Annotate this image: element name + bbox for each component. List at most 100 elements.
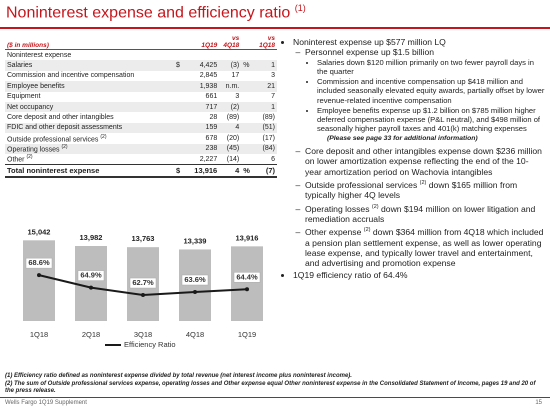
- pct-sign: [241, 122, 255, 134]
- bullet-text: down $165 million from typically higher …: [305, 179, 518, 201]
- row-value: 717: [184, 101, 220, 113]
- bullet-note: (2): [371, 203, 379, 210]
- pct-sign: [241, 71, 255, 81]
- x-tick-label: 3Q18: [134, 330, 152, 339]
- row-value: 2,845: [199, 72, 218, 80]
- table-row: Commission and incentive compensation 2,8…: [5, 71, 277, 81]
- header-cell: vs 1Q18: [255, 35, 277, 50]
- line-point: [37, 273, 41, 278]
- bar: [23, 240, 55, 321]
- dollar-sign: $: [174, 164, 185, 178]
- bullet: 1Q19 efficiency ratio of 64.4%: [293, 270, 545, 280]
- row-vs-1q18: 3: [271, 72, 275, 80]
- bullet: Commission and incentive compensation up…: [317, 77, 545, 105]
- pct-sign: [241, 81, 255, 92]
- row-label: Employee benefits: [5, 81, 175, 92]
- row-value: 678: [205, 134, 218, 142]
- row-value: 4,425: [184, 60, 220, 71]
- table-row: Core deposit and other intangibles 28 (89)…: [5, 112, 277, 122]
- x-tick-label: 1Q18: [30, 330, 48, 339]
- row-vs-4q18: (20): [226, 134, 240, 142]
- row-label-text: Salaries: [7, 62, 33, 70]
- bullets: Noninterest expense up $577 million LQPe…: [283, 37, 545, 281]
- label-box: [25, 257, 53, 269]
- label-box: [77, 270, 105, 281]
- row-label: Core deposit and other intangibles: [5, 112, 174, 122]
- row-label: Total noninterest expense: [5, 164, 175, 178]
- x-tick-label: 1Q19: [238, 330, 256, 339]
- title-note: (1): [294, 3, 306, 13]
- dollar-sign: [174, 92, 185, 102]
- row-vs-1q18: 1: [255, 60, 277, 71]
- dollar-sign: $: [174, 60, 185, 71]
- bullet: Employee benefits expense up $1.2 billio…: [317, 106, 545, 134]
- bullet-list: Salaries down $120 million primarily on …: [305, 58, 545, 134]
- pct-sign: %: [241, 60, 255, 71]
- bullet-note: (2): [363, 227, 371, 234]
- bullet-text: Other expense: [305, 227, 362, 238]
- line-point: [193, 290, 197, 295]
- bullet-text: Operating losses: [305, 203, 370, 214]
- row-value: 13,916: [184, 164, 220, 178]
- pct-sign: [241, 133, 255, 143]
- expense-table: ($ in millions) 1Q19 vs 4Q18 vs 1Q18 Noninte…: [5, 35, 277, 178]
- bullet: Core deposit and other intangibles expen…: [305, 146, 545, 177]
- row-vs-1q18: (84): [255, 143, 277, 154]
- row-value: 2,227: [199, 155, 218, 163]
- bar-value-label: 13,339: [184, 236, 207, 245]
- line-point: [245, 287, 249, 292]
- line-value-label: 68.6%: [28, 258, 50, 267]
- line-value-label: 64.4%: [236, 272, 258, 281]
- footer-text: Wells Fargo 1Q19 Supplement: [5, 400, 87, 406]
- bullet: Outside professional services (2) down $…: [305, 178, 545, 201]
- row-note: (2): [61, 144, 68, 151]
- table-header: ($ in millions) 1Q19 vs 4Q18 vs 1Q18: [5, 35, 277, 50]
- table-row: Net occupancy 717 (2) 1: [5, 101, 277, 113]
- row-vs-1q18: 1: [255, 101, 277, 113]
- line-value-label: 62.7%: [132, 278, 154, 287]
- bullet-text: Noninterest expense up $577 million LQ: [293, 37, 446, 47]
- label-box: [129, 277, 157, 289]
- bullet-text: down $364 million from 4Q18 which includ…: [305, 227, 544, 269]
- row-label: Salaries: [5, 60, 175, 71]
- dollar-sign: [174, 81, 185, 92]
- pct-sign: [241, 154, 255, 165]
- row-label-text: Equipment: [7, 93, 41, 101]
- bullet: Other expense (2) down $364 million from…: [305, 225, 545, 268]
- row-label-text: Other: [7, 156, 25, 164]
- legend-label: Efficiency Ratio: [124, 340, 176, 349]
- header-cell: [241, 35, 255, 50]
- x-tick-label: 4Q18: [186, 330, 204, 339]
- dollar-sign: [174, 154, 185, 165]
- line-point: [89, 285, 93, 290]
- row-vs-4q18: (45): [219, 143, 242, 154]
- row-vs-4q18: n.m.: [219, 81, 242, 92]
- bar: [231, 246, 263, 321]
- table-row: Employee benefits 1,938 n.m. 21: [5, 81, 277, 92]
- title-rule: [0, 27, 550, 29]
- row-label: Outside professional services (2): [5, 133, 174, 143]
- row-label-text: Outside professional services: [7, 135, 99, 143]
- row-vs-4q18: 4: [219, 122, 242, 134]
- header-cell: [174, 35, 185, 50]
- bullet: Operating losses (2) down $194 million o…: [305, 202, 545, 225]
- row-label: Equipment: [5, 92, 174, 102]
- bar-value-label: 15,042: [28, 227, 51, 236]
- dollar-sign: [174, 101, 185, 113]
- bullet-note-line: (Please see page 33 for additional infor…: [327, 135, 478, 143]
- table-row: Operating losses (2) 238 (45) (84): [5, 143, 277, 154]
- bar-value-label: 13,982: [80, 233, 103, 242]
- label-box: [181, 274, 209, 286]
- row-label-text: Commission and incentive compensation: [7, 72, 135, 80]
- slide-title: Noninterest expense and efficiency ratio…: [6, 3, 306, 22]
- footnotes: (1) Efficiency ratio defined as noninter…: [5, 373, 545, 396]
- footer-rule: [0, 397, 550, 398]
- row-label: FDIC and other deposit assessments: [5, 122, 175, 134]
- header-cell: vs 4Q18: [219, 35, 242, 50]
- footnote: (1) Efficiency ratio defined as noninter…: [5, 373, 352, 379]
- row-value: 238: [184, 143, 220, 154]
- x-tick-label: 2Q18: [82, 330, 100, 339]
- row-vs-4q18: (3): [219, 60, 242, 71]
- row-vs-4q18: 3: [235, 93, 240, 101]
- bullet: Noninterest expense up $577 million LQPe…: [293, 37, 545, 269]
